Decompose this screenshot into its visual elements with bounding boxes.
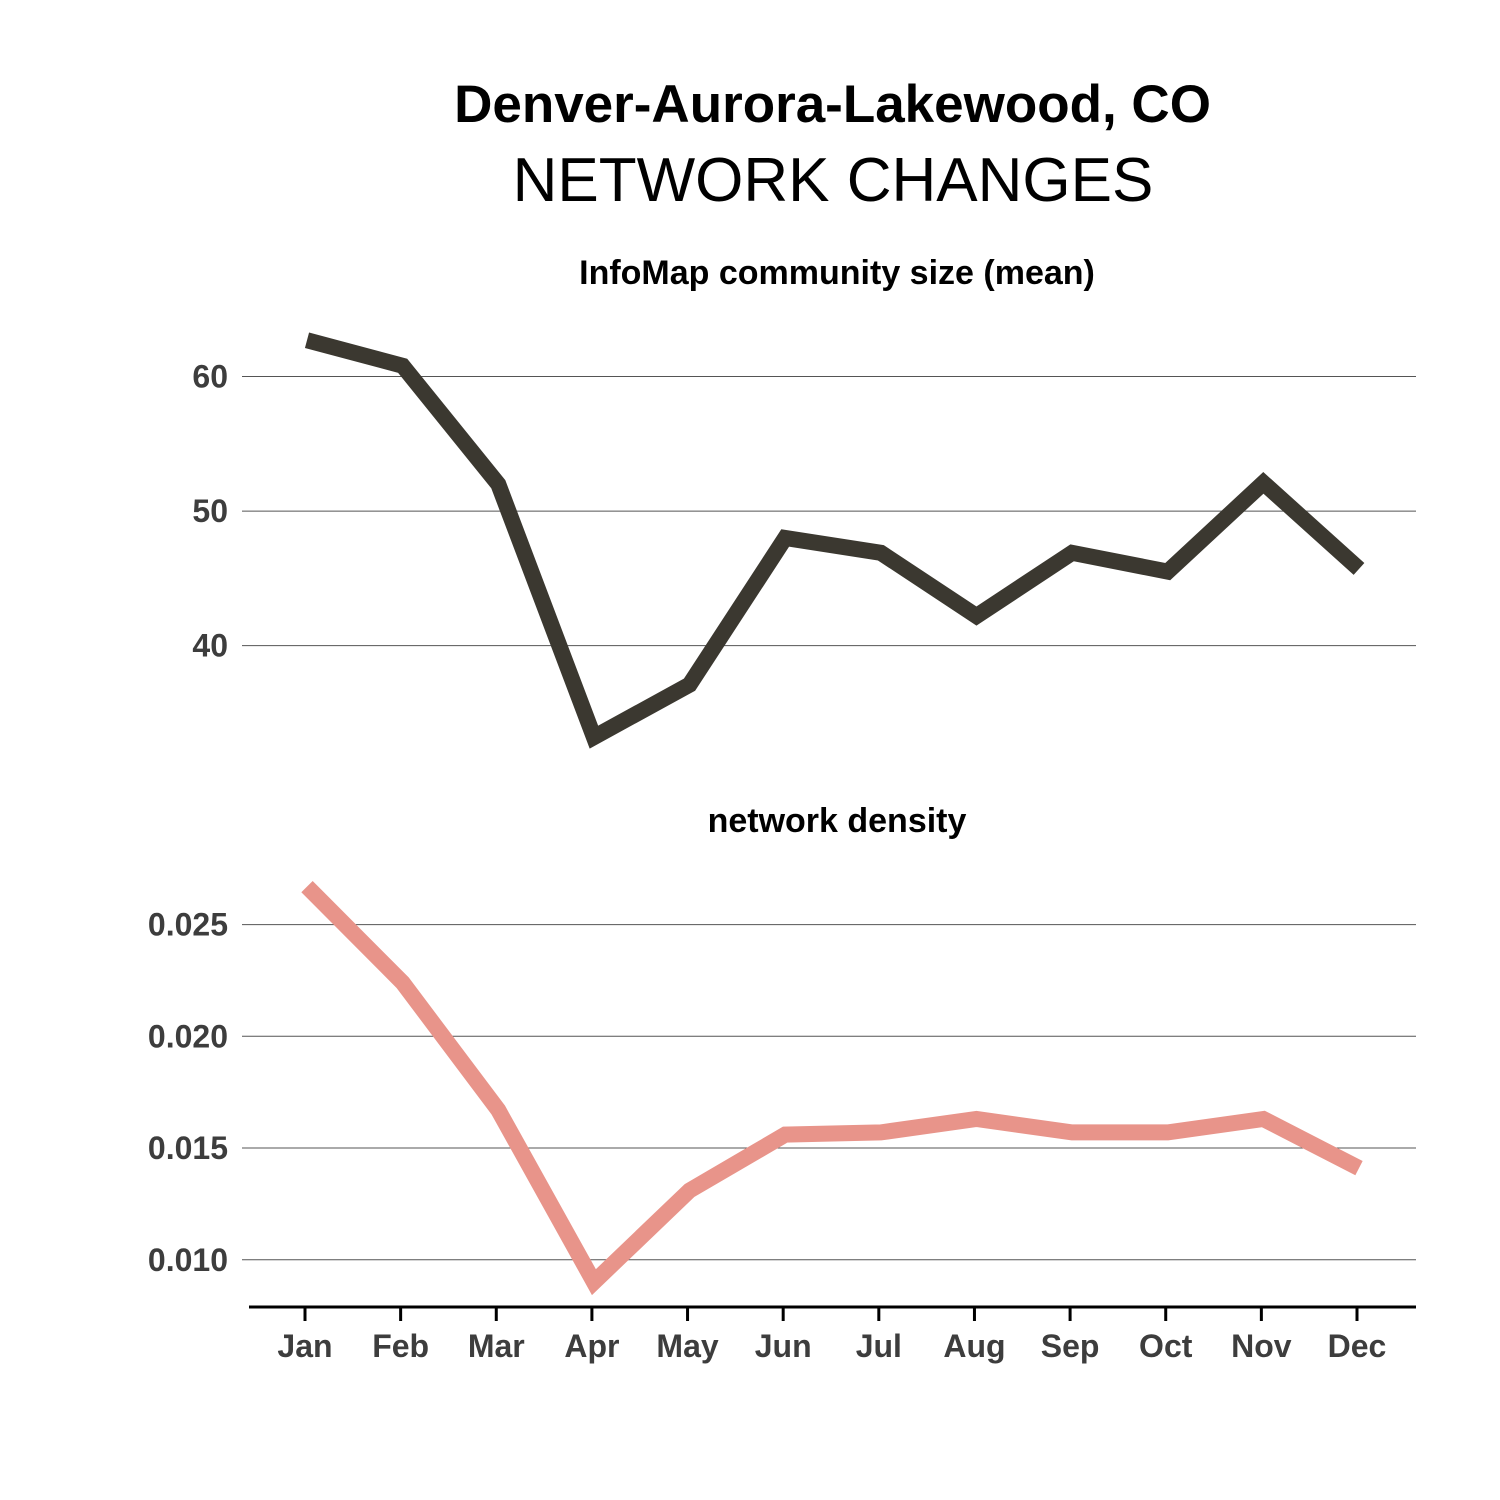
x-axis: Jan Feb Mar Apr May Jun Jul Aug Sep Oct Nov Dec — [249, 1305, 1416, 1364]
y-tick-label-density: 0.010 — [148, 1242, 228, 1278]
series-line-density — [301, 880, 1363, 1296]
chart-title: Denver-Aurora-Lakewood, CO — [454, 75, 1211, 134]
x-tick-label: Jul — [856, 1328, 902, 1364]
x-tick-label: Mar — [468, 1328, 525, 1364]
data-point-infomap-jul — [880, 552, 882, 554]
chart-subtitle: NETWORK CHANGES — [512, 146, 1154, 215]
x-tick-label: Apr — [564, 1328, 619, 1364]
data-point-infomap-jun — [784, 537, 786, 539]
data-point-density-oct — [1167, 1131, 1169, 1133]
panel-title-infomap: InfoMap community size (mean) — [579, 254, 1095, 292]
data-point-density-mar — [497, 1109, 499, 1111]
data-point-infomap-nov — [1262, 482, 1264, 484]
data-point-infomap-sep — [1071, 552, 1073, 554]
data-point-density-dec — [1358, 1167, 1360, 1169]
data-point-infomap-may — [689, 684, 691, 686]
y-tick-label-density: 0.025 — [148, 907, 228, 943]
data-point-density-nov — [1262, 1118, 1264, 1120]
x-tick-label: Jan — [277, 1328, 332, 1364]
x-tick-label: May — [656, 1328, 718, 1364]
series-line-infomap — [304, 332, 1365, 749]
x-tick-label: Sep — [1041, 1328, 1100, 1364]
data-point-density-feb — [402, 982, 404, 984]
data-point-infomap-mar — [497, 483, 499, 485]
panel-infomap: InfoMap community size (mean) 40 50 60 — [192, 254, 1416, 749]
data-point-infomap-oct — [1167, 571, 1169, 573]
data-point-density-sep — [1071, 1131, 1073, 1133]
x-tick-label: Feb — [372, 1328, 429, 1364]
x-tick-label: Nov — [1231, 1328, 1292, 1364]
data-point-density-apr — [593, 1281, 595, 1283]
panel-density: network density 0.010 0.015 0.020 0.025 — [148, 802, 1416, 1296]
y-tick-label-infomap: 40 — [192, 628, 228, 664]
data-point-infomap-apr — [593, 736, 595, 738]
data-point-infomap-jan — [306, 339, 308, 341]
data-point-infomap-aug — [975, 615, 977, 617]
y-tick-label-density: 0.015 — [148, 1130, 228, 1166]
data-point-density-jul — [880, 1131, 882, 1133]
x-tick-label: Dec — [1328, 1328, 1387, 1364]
title-block: Denver-Aurora-Lakewood, CO NETWORK CHANG… — [0, 0, 1500, 230]
y-tick-label-density: 0.020 — [148, 1018, 228, 1054]
data-point-infomap-feb — [402, 365, 404, 367]
data-point-density-aug — [975, 1118, 977, 1120]
x-tick-label: Oct — [1139, 1328, 1193, 1364]
panel-title-density: network density — [708, 802, 967, 840]
data-point-infomap-dec — [1358, 568, 1360, 570]
data-point-density-jan — [306, 886, 308, 888]
y-tick-label-infomap: 50 — [192, 493, 228, 529]
y-tick-label-infomap: 60 — [192, 359, 228, 395]
x-tick-label: Aug — [943, 1328, 1005, 1364]
data-point-density-jun — [784, 1134, 786, 1136]
data-point-density-may — [689, 1190, 691, 1192]
x-tick-label: Jun — [755, 1328, 812, 1364]
